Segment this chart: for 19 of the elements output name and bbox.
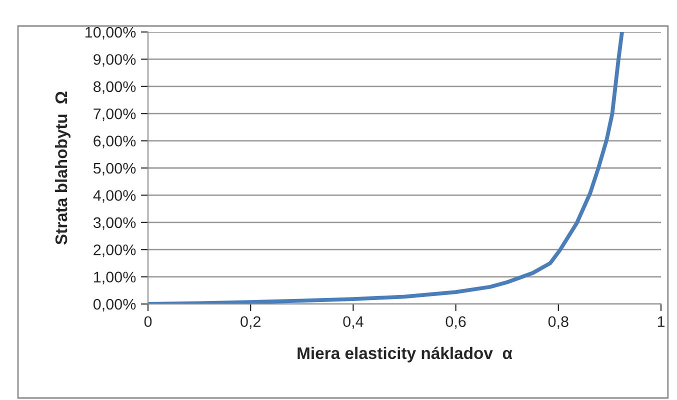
x-axis-title: Miera elasticity nákladov α xyxy=(298,346,512,362)
x-tick-label: 0,8 xyxy=(548,316,568,329)
x-tick-label: 0,4 xyxy=(343,316,364,329)
x-tick-label: 0 xyxy=(144,316,152,328)
y-tick-label: 6,00% xyxy=(94,136,136,148)
y-axis-title: Strata blahobytu Ω xyxy=(54,92,70,245)
y-tick-label: 10,00% xyxy=(86,26,136,40)
x-tick-label: 1 xyxy=(658,316,665,327)
y-tick-label: 1,00% xyxy=(94,272,136,284)
y-tick-label: 7,00% xyxy=(94,108,136,122)
y-tick-label: 3,00% xyxy=(93,217,136,230)
y-tick-label: 5,00% xyxy=(93,162,136,176)
y-tick-label: 2,00% xyxy=(94,244,136,258)
y-tick-label: 8,00% xyxy=(94,81,136,94)
x-tick-label: 0,6 xyxy=(446,316,466,329)
x-tick-label: 0,2 xyxy=(240,316,260,329)
y-tick-label: 0,00% xyxy=(93,298,136,312)
y-tick-label: 4,00% xyxy=(93,190,136,203)
y-tick-label: 9,00% xyxy=(94,54,136,67)
